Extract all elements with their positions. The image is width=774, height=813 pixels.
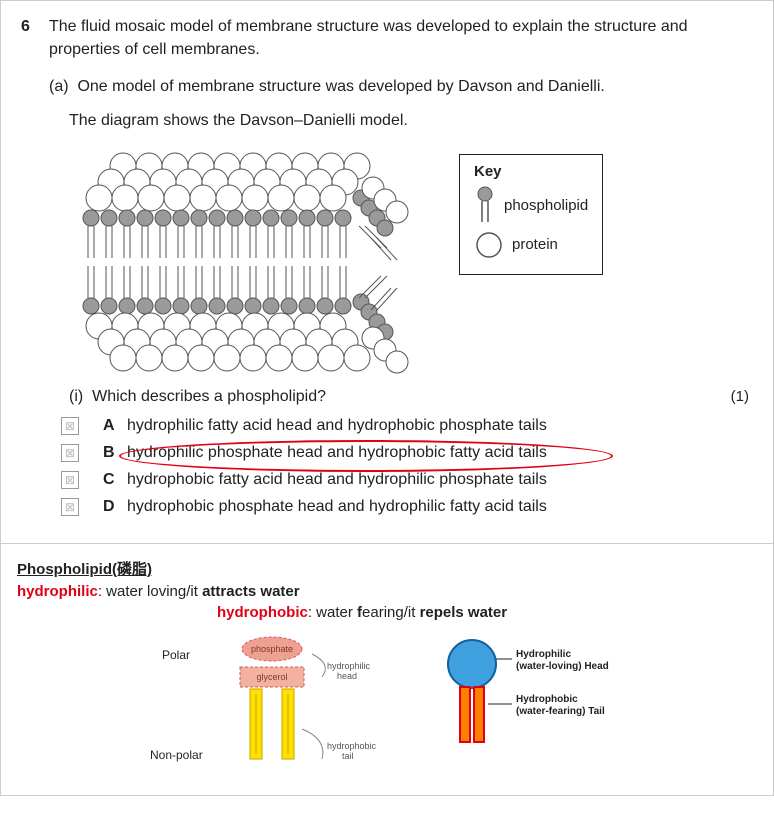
part-a-text: One model of membrane structure was deve… [77,78,604,95]
option-b[interactable]: ⊠ B hydrophilic phosphate head and hydro… [61,444,753,462]
checkbox-icon[interactable]: ⊠ [61,417,79,435]
key-title: Key [474,163,588,180]
options: ⊠ A hydrophilic fatty acid head and hydr… [21,406,753,533]
diagram-caption: The diagram shows the Davson–Danielli mo… [21,109,753,132]
option-a[interactable]: ⊠ A hydrophilic fatty acid head and hydr… [61,417,753,435]
phospholipid-icon [474,186,496,226]
option-text: hydrophilic fatty acid head and hydropho… [127,417,547,435]
key-phospholipid-label: phospholipid [504,197,588,214]
polar-label: Polar [162,648,190,662]
part-i: (i) Which describes a phospholipid? (1) [21,388,753,406]
svg-text:Hydrophobic: Hydrophobic [516,694,578,705]
svg-text:hydrophilic: hydrophilic [327,661,371,671]
option-text: hydrophobic fatty acid head and hydrophi… [127,471,547,489]
svg-text:(water-fearing) Tail: (water-fearing) Tail [516,706,605,717]
diagram-row: Key phospholipid protein [61,148,753,378]
part-i-text: Which describes a phospholipid? [92,388,326,405]
marks: (1) [731,388,749,405]
checkbox-icon[interactable]: ⊠ [61,498,79,516]
hydrophobic-def: hydrophobic: water fearing/it repels wat… [217,604,757,621]
key-phospholipid: phospholipid [474,186,588,226]
svg-text:hydrophobic: hydrophobic [327,741,377,751]
option-text: hydrophobic phosphate head and hydrophil… [127,498,547,516]
svg-text:phosphate: phosphate [251,644,293,654]
svg-text:Hydrophilic: Hydrophilic [516,649,571,660]
checkbox-icon[interactable]: ⊠ [61,444,79,462]
option-letter: C [103,471,127,489]
option-text: hydrophilic phosphate head and hydrophob… [127,444,547,462]
question-number: 6 [21,15,49,61]
option-letter: D [103,498,127,516]
option-d[interactable]: ⊠ D hydrophobic phosphate head and hydro… [61,498,753,516]
notes-diagram-row: Polar Non-polar phosphate glycerol hydro… [17,629,757,779]
option-c[interactable]: ⊠ C hydrophobic fatty acid head and hydr… [61,471,753,489]
phospholipid-structure-diagram: Polar Non-polar phosphate glycerol hydro… [122,629,422,779]
key-protein: protein [474,230,588,260]
question-box: 6 The fluid mosaic model of membrane str… [0,0,774,544]
key-box: Key phospholipid protein [459,154,603,275]
option-letter: A [103,417,127,435]
membrane-diagram [61,148,431,378]
part-a-label: (a) [49,78,69,95]
nonpolar-label: Non-polar [150,748,203,762]
protein-icon [474,230,504,260]
question-header: 6 The fluid mosaic model of membrane str… [21,15,753,61]
notes-box: Phospholipid(磷脂) hydrophilic: water lovi… [0,544,774,796]
part-i-label: (i) [69,388,83,405]
svg-text:(water-loving) Head: (water-loving) Head [516,661,609,672]
svg-text:glycerol: glycerol [256,672,287,682]
option-letter: B [103,444,127,462]
svg-text:tail: tail [342,751,354,761]
notes-title: Phospholipid(磷脂) [17,558,757,579]
checkbox-icon[interactable]: ⊠ [61,471,79,489]
phospholipid-cartoon-diagram: Hydrophilic (water-loving) Head Hydropho… [422,629,652,769]
hydrophilic-def: hydrophilic: water loving/it attracts wa… [17,583,757,600]
key-protein-label: protein [512,236,558,253]
part-a: (a) One model of membrane structure was … [21,75,753,98]
question-stem: The fluid mosaic model of membrane struc… [49,15,753,61]
svg-text:head: head [337,671,357,681]
